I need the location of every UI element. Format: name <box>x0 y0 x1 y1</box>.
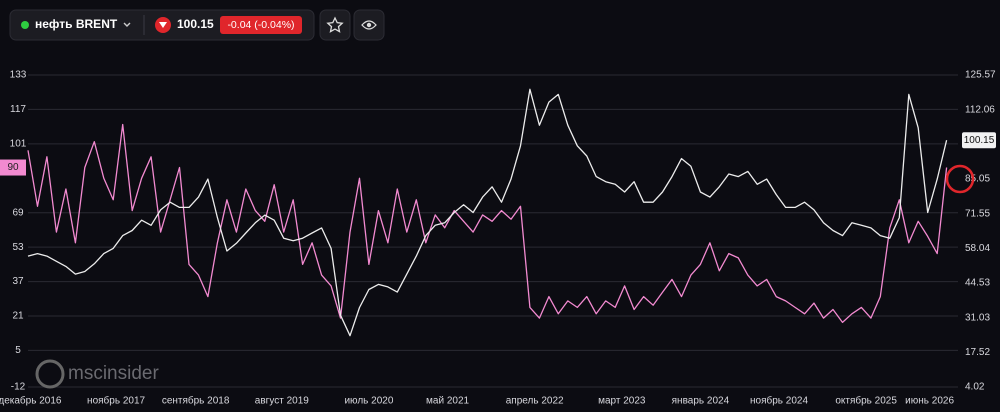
x-tick-label: июнь 2026 <box>905 396 954 407</box>
x-tick-label: август 2019 <box>255 396 309 407</box>
y2-tick-label: 44.53 <box>965 278 990 289</box>
y-tick-label: -12 <box>11 382 26 393</box>
price: 100.15 <box>177 17 214 31</box>
y-tick-label: 37 <box>12 276 24 287</box>
x-tick-label: июль 2020 <box>344 396 393 407</box>
y-tick-label: 69 <box>12 207 24 218</box>
favorite-button[interactable] <box>319 9 351 41</box>
y2-tick-label: 125.57 <box>965 70 996 81</box>
left-price-label: 90 <box>7 162 19 173</box>
y-tick-label: 101 <box>10 138 27 149</box>
price-change: -0.04 (-0.04%) <box>227 19 294 31</box>
y-tick-label: 5 <box>15 345 21 356</box>
x-tick-label: октябрь 2025 <box>835 395 897 407</box>
left-price-badge <box>0 159 26 176</box>
watermark: mscinsider <box>68 363 159 384</box>
plot: 133 117 101 69 53 37 21 5 -12 125.57 112.06 85.05 71… <box>0 70 996 407</box>
x-tick-label: ноябрь 2017 <box>87 395 145 407</box>
status-dot <box>21 21 29 29</box>
eye-icon[interactable] <box>361 20 377 30</box>
down-arrow <box>159 22 167 28</box>
y-tick-label: 21 <box>12 311 24 322</box>
x-tick-label: апрель 2022 <box>506 396 564 407</box>
star-icon[interactable] <box>326 16 344 33</box>
change-badge <box>220 16 302 34</box>
x-tick-label: январь 2024 <box>672 396 730 407</box>
y2-tick-label: 17.52 <box>965 347 990 358</box>
series-line <box>27 123 948 324</box>
right-price-badge <box>962 132 996 149</box>
right-price-label: 100.15 <box>964 135 995 146</box>
x-tick-label: сентябрь 2018 <box>162 395 230 407</box>
highlight-circle <box>945 164 975 194</box>
y-tick-label: 53 <box>12 242 24 253</box>
series-line <box>27 88 948 337</box>
x-tick-label: май 2021 <box>426 396 469 407</box>
x-tick-label: ноябрь 2024 <box>750 395 808 407</box>
eye-pupil <box>366 22 372 28</box>
y2-tick-label: 4.02 <box>965 382 985 393</box>
x-tick-label: декабрь 2016 <box>0 395 62 407</box>
y2-tick-label: 85.05 <box>965 174 990 185</box>
y2-tick-label: 31.03 <box>965 312 990 323</box>
x-tick-label: март 2023 <box>598 396 646 407</box>
y2-tick-label: 58.04 <box>965 243 990 254</box>
dropdown-icon[interactable] <box>123 22 131 27</box>
y2-tick-label: 112.06 <box>965 104 995 115</box>
watermark-logo <box>35 359 65 389</box>
y2-tick-label: 71.55 <box>965 208 990 219</box>
instrument-name[interactable]: нефть BRENT <box>35 17 118 31</box>
y-tick-label: 117 <box>10 104 26 115</box>
y-tick-label: 133 <box>10 70 27 81</box>
